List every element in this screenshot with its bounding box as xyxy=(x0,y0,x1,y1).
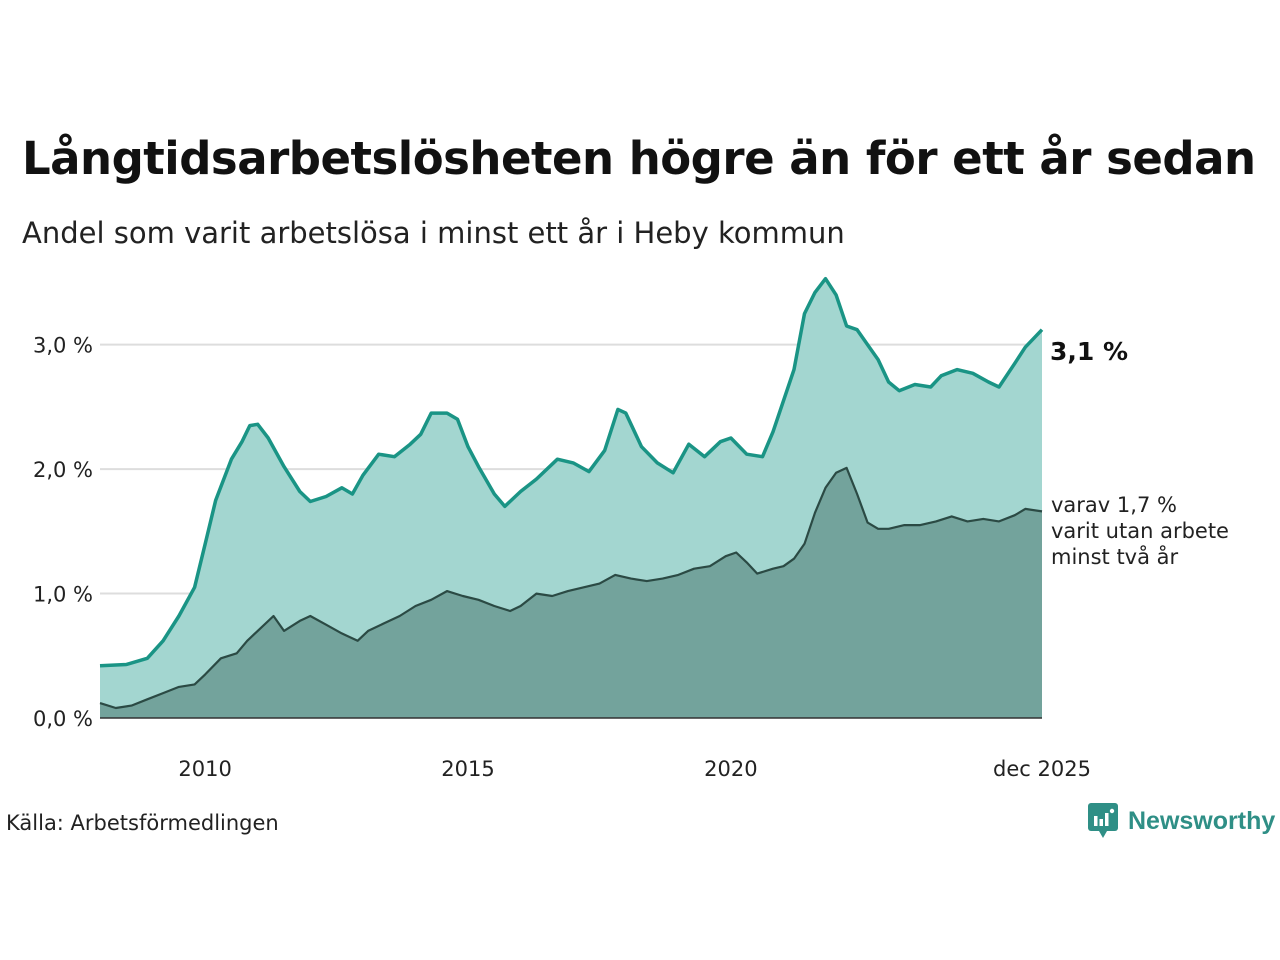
x-tick-label: 2020 xyxy=(704,757,757,781)
series-line-sub xyxy=(99,466,1043,710)
end-label-sub-line: varit utan arbete xyxy=(1051,519,1229,543)
end-label-total: 3,1 % xyxy=(1050,337,1128,366)
newsworthy-logo-icon xyxy=(1088,803,1118,838)
y-tick-label: 0,0 % xyxy=(33,707,93,731)
x-tick-label: 2015 xyxy=(441,757,494,781)
chart-title: Långtidsarbetslösheten högre än för ett … xyxy=(22,132,1256,185)
chart-subtitle: Andel som varit arbetslösa i minst ett å… xyxy=(22,216,845,250)
series-line-total xyxy=(99,276,1044,668)
x-tick-label: dec 2025 xyxy=(993,757,1091,781)
brand-name: Newsworthy xyxy=(1128,806,1276,835)
y-tick-label: 1,0 % xyxy=(33,583,93,607)
source-note: Källa: Arbetsförmedlingen xyxy=(6,811,279,835)
y-tick-label: 3,0 % xyxy=(33,334,93,358)
end-label-sub-line: varav 1,7 % xyxy=(1051,493,1177,517)
brand-logo: Newsworthy xyxy=(1088,803,1275,839)
end-label-sub-line: minst två år xyxy=(1051,544,1179,569)
y-tick-label: 2,0 % xyxy=(33,458,93,482)
x-tick-label: 2010 xyxy=(178,757,231,781)
series-area-sub xyxy=(100,467,1042,718)
